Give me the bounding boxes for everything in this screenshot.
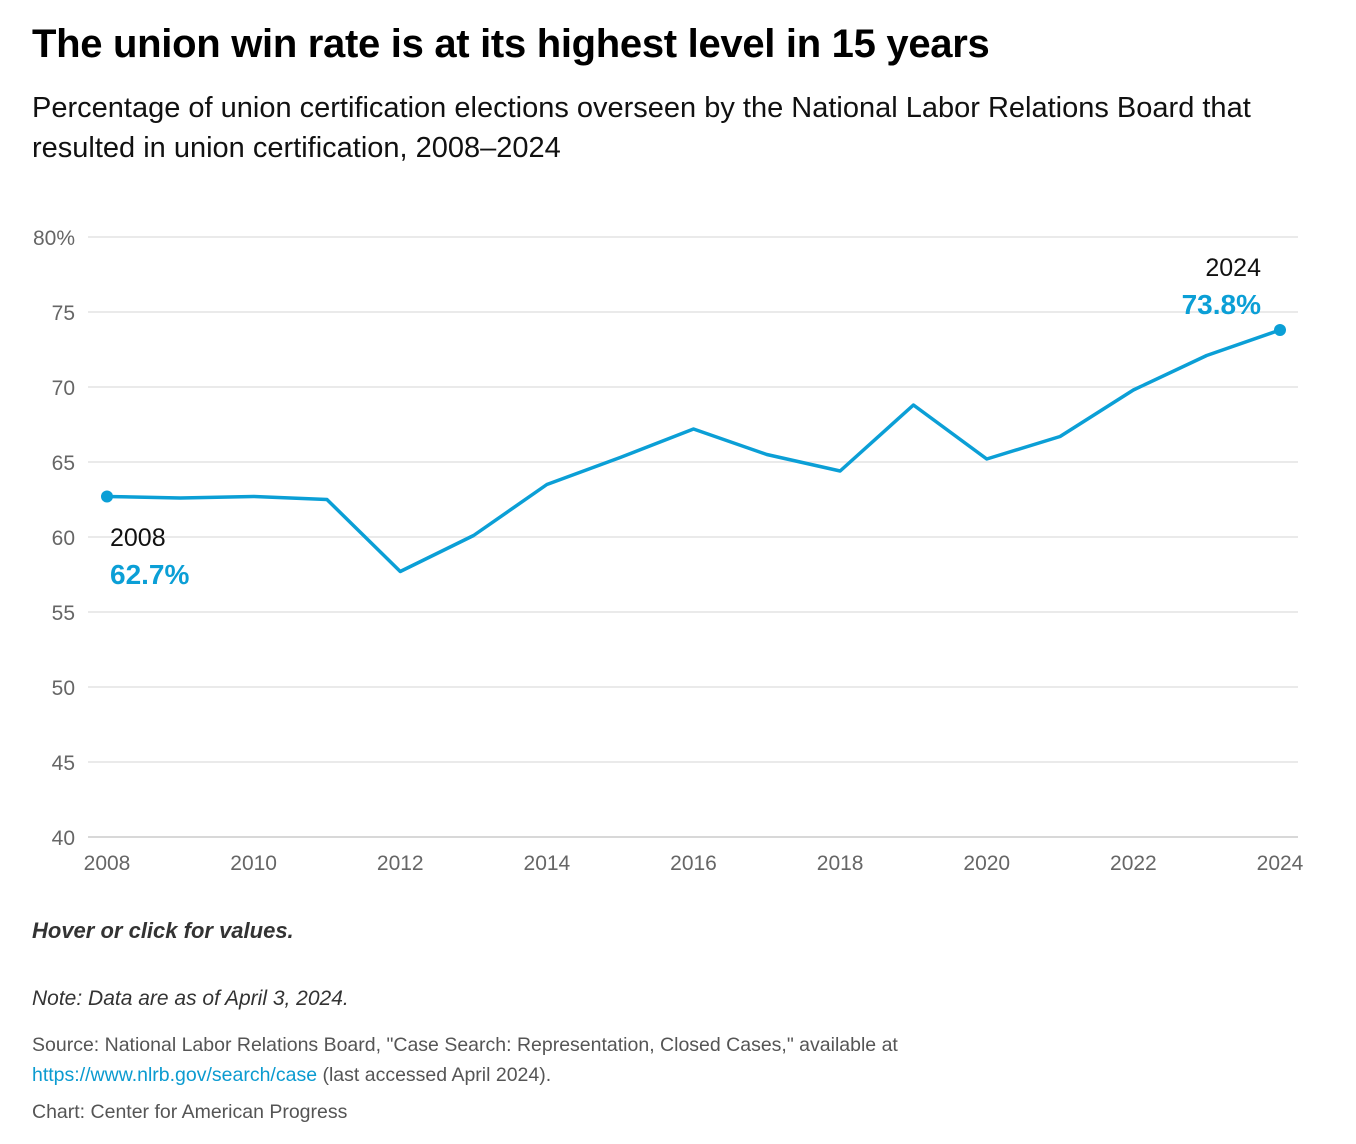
- y-tick-label: 60: [52, 527, 75, 550]
- annotation-value: 62.7%: [110, 559, 189, 590]
- x-tick-label: 2022: [1110, 852, 1157, 875]
- series-line: [106, 328, 1281, 574]
- x-tick-label: 2012: [377, 852, 424, 875]
- annotation-value: 73.8%: [1182, 289, 1261, 320]
- hover-hint: Hover or click for values.: [32, 918, 294, 943]
- annotation-year: 2024: [1205, 254, 1261, 282]
- x-tick-label: 2024: [1257, 852, 1304, 875]
- x-tick-label: 2018: [817, 852, 864, 875]
- y-tick-label: 75: [52, 302, 75, 325]
- chart-title: The union win rate is at its highest lev…: [32, 22, 990, 66]
- x-tick-label: 2008: [84, 852, 131, 875]
- line-chart[interactable]: 80% 75 70 65 60 55 50 45 40 2008 2010 2012 2014 2016 2…: [0, 0, 1356, 900]
- y-tick-label: 70: [52, 377, 75, 400]
- y-tick-label: 80%: [33, 227, 75, 250]
- y-tick-label: 40: [52, 827, 75, 850]
- chart-subtitle: Percentage of union certification electi…: [32, 92, 1251, 164]
- source-link[interactable]: https://www.nlrb.gov/search/case: [32, 1064, 318, 1086]
- source: Source: National Labor Relations Board, …: [32, 1030, 1032, 1090]
- y-tick-label: 45: [52, 752, 75, 775]
- y-tick-label: 50: [52, 677, 75, 700]
- x-tick-label: 2020: [963, 852, 1010, 875]
- chart-credit: Chart: Center for American Progress: [32, 1101, 348, 1123]
- source-suffix: (last accessed April 2024).: [317, 1064, 552, 1086]
- y-tick-label: 55: [52, 602, 75, 625]
- x-tick-label: 2010: [230, 852, 277, 875]
- x-tick-label: 2016: [670, 852, 717, 875]
- note: Note: Data are as of April 3, 2024.: [32, 987, 349, 1010]
- data-point[interactable]: [101, 490, 113, 503]
- data-point[interactable]: [1274, 324, 1286, 336]
- source-text: Source: National Labor Relations Board, …: [32, 1034, 898, 1056]
- x-tick-label: 2014: [524, 852, 571, 875]
- y-tick-label: 65: [52, 452, 75, 475]
- annotation-year: 2008: [110, 524, 166, 552]
